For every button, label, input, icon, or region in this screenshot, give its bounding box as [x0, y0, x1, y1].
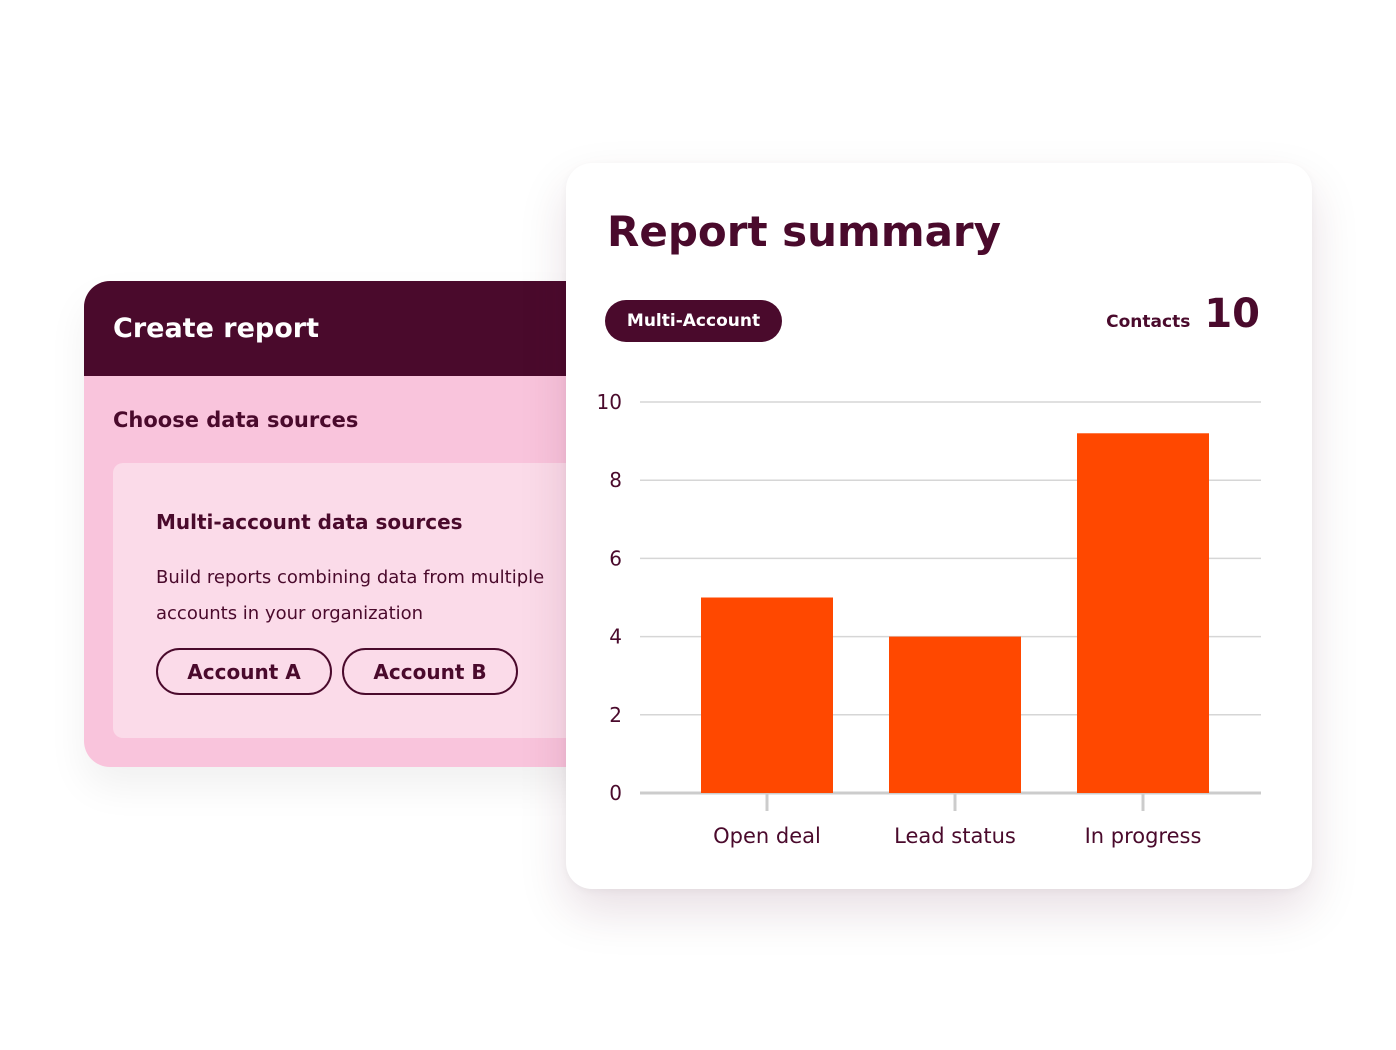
- y-tick-label: 10: [597, 390, 622, 414]
- multi-account-badge[interactable]: Multi-Account: [605, 300, 782, 342]
- contacts-value: 10: [1204, 291, 1260, 337]
- report-summary-card: Report summary Multi-Account Contacts 10…: [566, 163, 1312, 889]
- y-tick-label: 2: [609, 703, 622, 727]
- choose-data-sources-label: Choose data sources: [113, 408, 359, 432]
- source-description: Build reports combining data from multip…: [156, 567, 545, 624]
- y-tick-label: 0: [609, 781, 622, 805]
- bar-chart: 0 2 4 6 8 10 Open deal Lead status In progress: [597, 390, 1261, 848]
- report-summary-title: Report summary: [607, 207, 1002, 256]
- x-tick-label: Open deal: [713, 824, 821, 848]
- bar: [1077, 433, 1209, 793]
- bar: [701, 597, 833, 793]
- y-tick-label: 6: [609, 546, 622, 570]
- x-tick-label: Lead status: [894, 824, 1016, 848]
- create-report-card: Create report Choose data sources Multi-…: [84, 281, 604, 767]
- y-tick-label: 8: [609, 468, 622, 492]
- source-title: Multi-account data sources: [156, 510, 463, 534]
- contacts-label: Contacts: [1106, 312, 1191, 332]
- bar: [889, 636, 1021, 793]
- x-tick-label: In progress: [1085, 824, 1202, 848]
- contacts-metric: Contacts 10: [1106, 291, 1260, 337]
- account-a-button[interactable]: Account A: [156, 648, 332, 695]
- data-source-option[interactable]: Multi-account data sources Build reports…: [113, 463, 604, 738]
- account-b-button[interactable]: Account B: [342, 648, 518, 695]
- create-report-title: Create report: [84, 281, 604, 376]
- y-tick-label: 4: [609, 625, 622, 649]
